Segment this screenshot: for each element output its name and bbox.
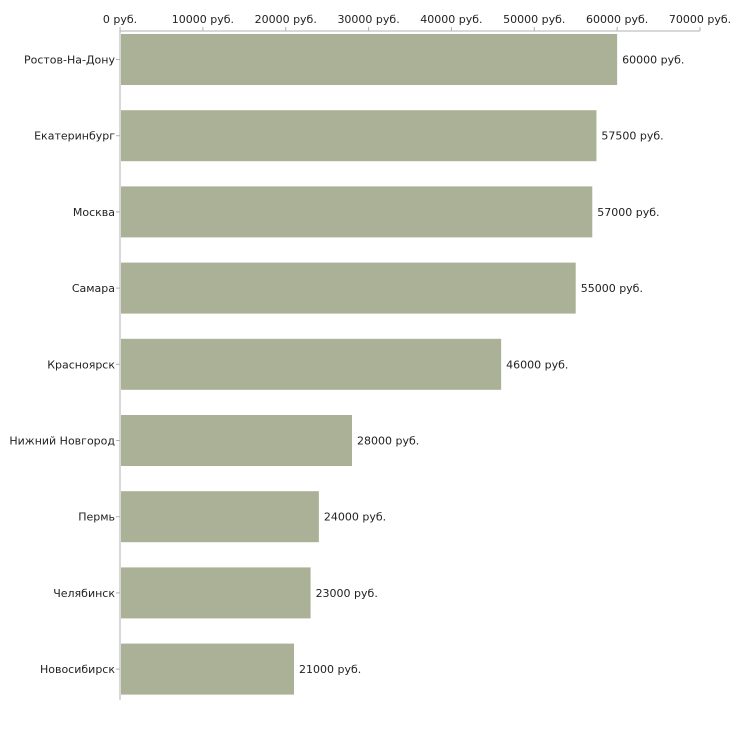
x-tick-label: 40000 руб. — [420, 13, 482, 26]
bar — [121, 34, 618, 85]
bar — [121, 110, 597, 162]
x-tick-label: 60000 руб. — [586, 13, 648, 26]
x-tick-label: 50000 руб. — [503, 13, 565, 26]
category-label: Новосибирск — [40, 663, 115, 676]
data-label: 55000 руб. — [581, 282, 643, 295]
bar — [121, 643, 294, 695]
bar — [121, 186, 593, 238]
category-label: Москва — [73, 206, 115, 219]
category-label: Нижний Новгород — [9, 435, 115, 448]
category-label: Красноярск — [47, 358, 115, 371]
x-tick-label: 0 руб. — [103, 13, 137, 26]
data-label: 24000 руб. — [324, 511, 386, 524]
bar — [121, 262, 576, 314]
bar — [121, 491, 319, 543]
x-tick-label: 70000 руб. — [669, 13, 730, 26]
data-label: 21000 руб. — [299, 663, 361, 676]
data-label: 23000 руб. — [316, 587, 378, 600]
bars — [121, 34, 618, 695]
data-label: 60000 руб. — [622, 54, 684, 67]
x-tick-label: 10000 руб. — [172, 13, 234, 26]
category-label: Екатеринбург — [34, 130, 115, 143]
data-label: 46000 руб. — [506, 358, 568, 371]
category-label: Ростов-На-Дону — [24, 54, 115, 67]
x-tick-label: 30000 руб. — [337, 13, 399, 26]
data-label: 57500 руб. — [601, 130, 663, 143]
data-label: 57000 руб. — [597, 206, 659, 219]
bar — [121, 338, 502, 390]
bar — [121, 567, 311, 619]
x-tick-label: 20000 руб. — [255, 13, 317, 26]
category-label: Пермь — [78, 511, 115, 524]
category-label: Самара — [72, 282, 115, 295]
data-label: 28000 руб. — [357, 435, 419, 448]
category-label: Челябинск — [53, 587, 115, 600]
bar — [121, 415, 352, 466]
labels: Ростов-На-Дону 60000 руб. Екатеринбург 5750… — [9, 54, 684, 677]
x-axis: 0 руб. 10000 руб. 20000 руб. 30000 руб. 4000… — [103, 13, 730, 700]
